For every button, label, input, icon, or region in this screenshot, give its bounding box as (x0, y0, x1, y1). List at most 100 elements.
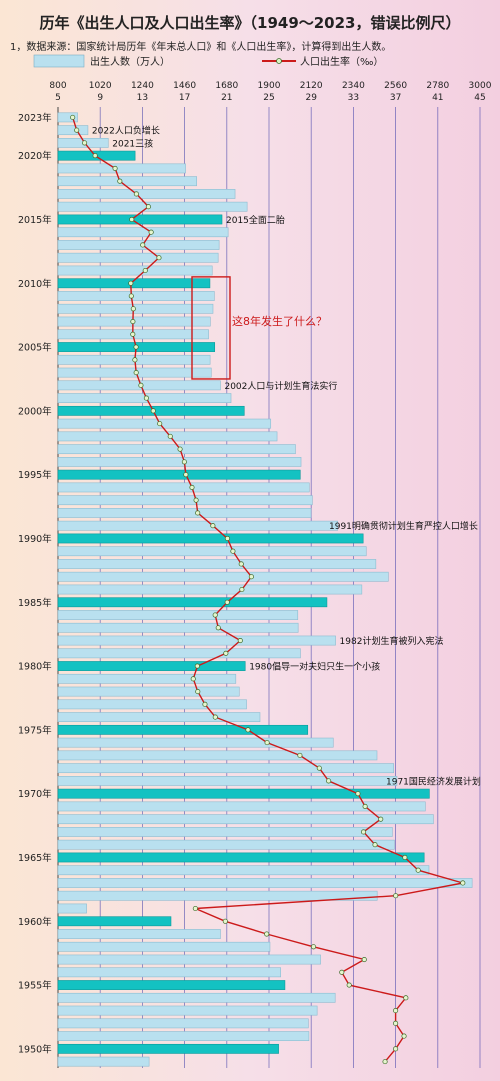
bar-2023 (57, 112, 78, 123)
rate-point-1964 (415, 867, 421, 873)
annotation-2021: 2021三孩 (112, 137, 153, 149)
year-label-2005: 2005年 (18, 342, 52, 354)
rate-point-1976 (212, 714, 218, 720)
bar-1986 (57, 584, 363, 595)
axis-births-tick: 1680 (215, 81, 238, 91)
source-note: 1，数据来源：国家统计局历年《年末总人口》和《人口出生率》，计算得到出生人数。 (10, 42, 392, 53)
rate-point-2020 (92, 153, 98, 159)
legend-bar-swatch (33, 54, 85, 68)
bar-1956 (57, 967, 282, 978)
rate-point-1967 (360, 829, 367, 835)
annotation-2015: 2015全面二胎 (226, 214, 285, 226)
rate-point-1987 (248, 574, 254, 580)
bar-1969 (57, 801, 426, 812)
rate-point-1955 (346, 982, 352, 988)
chart-title: 历年《出生人口及人口出生率》（1949～2023，错误比例尺） (39, 14, 461, 32)
axis-rate-tick: 9 (97, 93, 103, 103)
rate-point-1994 (189, 484, 195, 490)
rate-point-1991 (210, 523, 216, 529)
bar-2017 (57, 189, 236, 199)
rate-point-1990 (224, 535, 230, 542)
axis-births-tick: 2120 (300, 81, 323, 91)
rate-point-2013 (140, 242, 146, 248)
year-label-1985: 1985年 (18, 597, 52, 609)
year-label-2010: 2010年 (18, 278, 52, 290)
bar-1950 (57, 1043, 279, 1054)
annotation-1991: 1991明确贯彻计划生育严控人口增长 (329, 520, 478, 532)
bar-1995 (57, 469, 301, 480)
rate-point-1958 (310, 944, 317, 950)
axis-births-tick: 1020 (89, 81, 112, 91)
rate-point-1953 (393, 1008, 399, 1014)
bar-1985 (57, 597, 328, 608)
rate-point-1975 (245, 727, 251, 733)
bar-2011 (57, 265, 213, 276)
rate-point-2005 (133, 344, 139, 350)
bar-1978 (57, 686, 240, 697)
bar-1966 (57, 839, 395, 850)
bar-1980 (57, 661, 246, 671)
rate-point-1989 (230, 548, 236, 554)
annotation-1980: 1980倡导一对夫妇只生一个小孩 (249, 661, 380, 673)
bar-2013 (57, 240, 220, 250)
year-label-2020: 2020年 (18, 150, 52, 162)
rate-point-2010 (128, 280, 134, 286)
rate-point-2006 (130, 331, 136, 337)
bar-1968 (57, 814, 434, 825)
year-label-1970: 1970年 (18, 788, 52, 800)
rate-point-1950 (393, 1046, 399, 1052)
bar-1959 (57, 929, 221, 939)
year-label-1980: 1980年 (18, 661, 52, 673)
rate-point-1965 (402, 854, 408, 861)
axis-rate-tick: 37 (390, 93, 401, 103)
rate-point-2004 (132, 357, 138, 363)
rate-point-2018 (117, 178, 123, 184)
rate-point-1956 (339, 969, 345, 975)
axis-births-tick: 3000 (469, 81, 492, 91)
bar-1984 (57, 610, 299, 620)
rate-point-1997 (177, 446, 183, 452)
rate-point-1971 (326, 778, 332, 784)
rate-point-1992 (195, 510, 201, 516)
rate-point-1968 (378, 816, 384, 822)
rate-point-1998 (167, 433, 173, 439)
rate-point-1970 (355, 791, 361, 797)
bar-2012 (57, 252, 219, 263)
bar-2018 (57, 176, 197, 187)
rate-point-1985 (224, 599, 230, 605)
rate-point-1984 (212, 612, 218, 618)
bar-1960 (57, 916, 172, 927)
callout-text: 这8年发生了什么？ (232, 314, 327, 328)
bar-1972 (57, 763, 394, 774)
bar-1989 (57, 546, 367, 557)
bar-1975 (57, 724, 309, 735)
bar-1994 (57, 482, 310, 493)
legend-line-marker (276, 58, 282, 64)
axis-rate-tick: 33 (348, 93, 359, 103)
rate-point-1949 (382, 1059, 388, 1065)
rate-point-2002 (138, 382, 144, 388)
bar-2014 (57, 227, 229, 238)
bar-1990 (57, 533, 364, 544)
bar-2016 (57, 201, 248, 212)
rate-point-2009 (128, 293, 134, 299)
rate-point-1980 (194, 663, 200, 669)
bar-1974 (57, 737, 334, 748)
legend-line-label: 人口出生率（‰） (300, 55, 383, 68)
axis-rate-tick: 21 (221, 93, 232, 103)
bar-1971 (57, 776, 398, 786)
bar-2009 (57, 291, 215, 301)
axis-births-tick: 800 (49, 81, 66, 91)
bar-1962 (57, 890, 378, 901)
bar-2015 (57, 214, 223, 225)
bar-1999 (57, 418, 272, 429)
year-label-2023: 2023年 (18, 112, 52, 124)
bar-2010 (57, 278, 211, 289)
rate-point-2021 (82, 140, 88, 146)
rate-point-2023 (70, 114, 76, 120)
rate-point-2003 (133, 370, 139, 376)
rate-point-1966 (372, 842, 378, 848)
bar-2019 (57, 163, 186, 174)
